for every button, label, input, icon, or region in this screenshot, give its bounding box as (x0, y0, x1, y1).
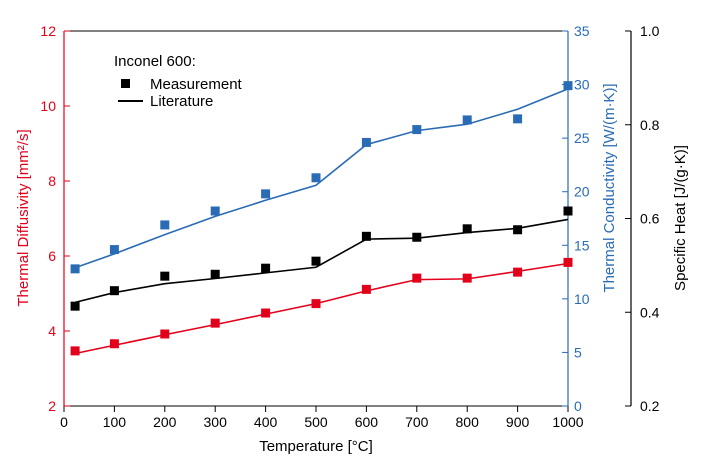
specific-heat-tick-label: 1.0 (640, 23, 660, 39)
diffusivity-axis-label: Thermal Diffusivity [mm²/s] (15, 129, 32, 306)
conductivity-measurement-point (462, 115, 472, 125)
specific_heat-measurement-point (109, 286, 119, 296)
x-tick-label: 900 (506, 414, 530, 430)
diffusivity-measurement-point (361, 284, 371, 294)
conductivity-measurement-point (311, 173, 321, 183)
conductivity-tick-label: 0 (574, 398, 582, 414)
conductivity-tick-label: 20 (574, 184, 590, 200)
diffusivity-measurement-point (70, 346, 80, 356)
x-tick-label: 1000 (552, 414, 583, 430)
conductivity-measurement-point (70, 264, 80, 274)
specific_heat-measurement-point (261, 263, 271, 273)
x-tick-label: 500 (304, 414, 328, 430)
legend-measurement-marker (121, 79, 130, 88)
conductivity-literature-line (74, 88, 569, 269)
legend-title: Inconel 600: (114, 53, 196, 70)
conductivity-tick-label: 10 (574, 291, 590, 307)
conductivity-tick-label: 25 (574, 130, 590, 146)
conductivity-measurement-point (210, 206, 220, 216)
specific-heat-axis-ticks: 0.2 0.4 0.6 0.8 1.0 (625, 23, 660, 414)
specific-heat-axis-label: Specific Heat [J/(g·K)] (672, 145, 689, 291)
diffusivity-tick-label: 8 (48, 173, 56, 189)
diffusivity-tick-label: 10 (40, 98, 56, 114)
conductivity-measurement-point (513, 114, 523, 124)
diffusivity-measurement-point (261, 308, 271, 318)
specific_heat-measurement-point (70, 301, 80, 311)
x-tick-label: 0 (60, 414, 68, 430)
specific-heat-tick-label: 0.6 (640, 211, 660, 227)
conductivity-measurement-point (261, 189, 271, 199)
diffusivity-measurement-point (563, 257, 573, 267)
diffusivity-tick-label: 4 (48, 323, 56, 339)
x-tick-label: 700 (405, 414, 429, 430)
diffusivity-measurement-point (311, 299, 321, 309)
x-tick-label: 800 (456, 414, 480, 430)
specific_heat-measurement-point (513, 225, 523, 235)
diffusivity-measurement-point (513, 267, 523, 277)
specific_heat-literature-line (74, 218, 569, 304)
x-axis-label: Temperature [°C] (259, 438, 373, 455)
diffusivity-measurement-point (160, 329, 170, 339)
conductivity-measurement-point (563, 81, 573, 91)
specific-heat-tick-label: 0.2 (640, 398, 660, 414)
conductivity-axis-label: Thermal Conductivity [W/(m·K)] (601, 83, 618, 292)
x-tick-label: 300 (204, 414, 228, 430)
conductivity-tick-label: 5 (574, 344, 582, 360)
diffusivity-measurement-point (412, 273, 422, 283)
diffusivity-tick-label: 2 (48, 398, 56, 414)
diffusivity-literature-line (74, 262, 569, 355)
x-tick-label: 400 (254, 414, 278, 430)
x-tick-label: 200 (153, 414, 177, 430)
conductivity-measurement-point (160, 220, 170, 230)
x-tick-label: 600 (355, 414, 379, 430)
specific_heat-measurement-point (361, 231, 371, 241)
specific_heat-measurement-point (462, 224, 472, 234)
data-series (70, 81, 573, 356)
x-axis-ticks: 0 100 200 300 400 500 600 700 800 900 1000 (60, 406, 584, 430)
legend-literature-label: Literature (150, 93, 213, 110)
legend-measurement-label: Measurement (150, 76, 243, 93)
specific-heat-tick-label: 0.8 (640, 117, 660, 133)
conductivity-measurement-point (412, 125, 422, 135)
x-tick-label: 100 (103, 414, 127, 430)
conductivity-tick-label: 15 (574, 237, 590, 253)
diffusivity-axis-ticks: 2 4 6 8 10 12 (40, 23, 70, 414)
specific_heat-measurement-point (311, 256, 321, 266)
diffusivity-measurement-point (109, 339, 119, 349)
specific_heat-measurement-point (412, 232, 422, 242)
diffusivity-tick-label: 12 (40, 23, 56, 39)
specific_heat-measurement-point (563, 206, 573, 216)
legend: Inconel 600: Measurement Literature (114, 53, 243, 110)
conductivity-tick-label: 35 (574, 23, 590, 39)
diffusivity-measurement-point (462, 273, 472, 283)
conductivity-axis-ticks: 0 5 10 15 20 25 30 35 (562, 23, 590, 414)
conductivity-tick-label: 30 (574, 77, 590, 93)
specific_heat-measurement-point (160, 271, 170, 281)
specific_heat-measurement-point (210, 269, 220, 279)
conductivity-measurement-point (361, 137, 371, 147)
diffusivity-measurement-point (210, 318, 220, 328)
conductivity-measurement-point (109, 245, 119, 255)
diffusivity-tick-label: 6 (48, 248, 56, 264)
specific-heat-tick-label: 0.4 (640, 304, 660, 320)
